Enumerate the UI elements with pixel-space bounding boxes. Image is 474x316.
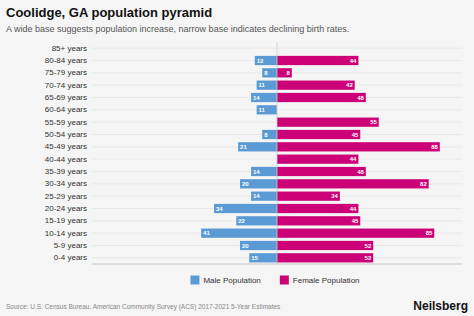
data-labels: 1281114118211420143422412015448424855458… bbox=[203, 58, 438, 261]
bar bbox=[277, 56, 358, 65]
data-label: 52 bbox=[365, 255, 372, 261]
data-label: 8 bbox=[287, 70, 291, 76]
y-tick-label: 40-44 years bbox=[45, 155, 87, 164]
data-label: 48 bbox=[357, 169, 364, 175]
data-label: 45 bbox=[352, 132, 359, 138]
y-tick-label: 0-4 years bbox=[54, 253, 87, 262]
data-label: 20 bbox=[242, 181, 249, 187]
y-tick-label: 5-9 years bbox=[54, 241, 87, 250]
data-label: 21 bbox=[240, 144, 247, 150]
y-tick-label: 50-54 years bbox=[45, 130, 87, 139]
chart: Coolidge, GA population pyramid A wide ba… bbox=[0, 0, 474, 316]
subtitle: A wide base suggests population increase… bbox=[6, 24, 349, 34]
bar bbox=[277, 130, 360, 139]
data-label: 8 bbox=[264, 70, 268, 76]
bar bbox=[277, 155, 358, 164]
bar bbox=[240, 179, 277, 188]
bar bbox=[277, 118, 379, 127]
brand: Neilsberg bbox=[413, 299, 468, 313]
bar bbox=[238, 142, 277, 151]
bar bbox=[257, 81, 277, 90]
data-label: 34 bbox=[216, 206, 223, 212]
bar bbox=[262, 68, 277, 77]
bar bbox=[277, 142, 440, 151]
bars bbox=[201, 56, 440, 263]
bar bbox=[277, 93, 366, 102]
legend-label: Female Population bbox=[293, 276, 360, 285]
bar bbox=[277, 204, 358, 213]
background bbox=[0, 0, 474, 316]
y-tick-label: 10-14 years bbox=[45, 229, 87, 238]
legend-swatch bbox=[190, 276, 199, 285]
data-label: 44 bbox=[350, 206, 357, 212]
data-label: 44 bbox=[350, 58, 357, 64]
y-tick-label: 45-49 years bbox=[45, 142, 87, 151]
bar bbox=[262, 130, 277, 139]
y-tick-label: 15-19 years bbox=[45, 216, 87, 225]
y-tick-label: 60-64 years bbox=[45, 105, 87, 114]
bar bbox=[255, 56, 277, 65]
data-label: 12 bbox=[257, 58, 264, 64]
y-tick-label: 70-74 years bbox=[45, 81, 87, 90]
data-label: 15 bbox=[251, 255, 258, 261]
bar bbox=[251, 93, 277, 102]
data-label: 85 bbox=[426, 230, 433, 236]
y-tick-label: 35-39 years bbox=[45, 167, 87, 176]
data-label: 45 bbox=[352, 218, 359, 224]
data-label: 48 bbox=[357, 95, 364, 101]
data-label: 44 bbox=[350, 156, 357, 162]
data-label: 42 bbox=[346, 82, 353, 88]
data-label: 55 bbox=[370, 119, 377, 125]
bar bbox=[277, 81, 355, 90]
data-label: 88 bbox=[431, 144, 438, 150]
y-tick-label: 75-79 years bbox=[45, 68, 87, 77]
y-tick-label: 80-84 years bbox=[45, 56, 87, 65]
data-label: 52 bbox=[365, 243, 372, 249]
y-tick-label: 65-69 years bbox=[45, 93, 87, 102]
legend-label: Male Population bbox=[203, 276, 260, 285]
data-label: 8 bbox=[264, 132, 268, 138]
bar bbox=[277, 192, 340, 201]
bar bbox=[201, 229, 277, 238]
data-label: 22 bbox=[238, 218, 245, 224]
bar bbox=[277, 68, 292, 77]
bar bbox=[257, 105, 277, 114]
y-tick-label: 85+ years bbox=[52, 44, 87, 53]
bar bbox=[249, 253, 277, 262]
y-tick-label: 55-59 years bbox=[45, 118, 87, 127]
bar bbox=[277, 167, 366, 176]
bar bbox=[214, 204, 277, 213]
bar bbox=[277, 229, 434, 238]
bar bbox=[236, 216, 277, 225]
bar bbox=[240, 241, 277, 250]
source: Source: U.S. Census Bureau, American Com… bbox=[6, 303, 281, 311]
data-label: 14 bbox=[253, 193, 260, 199]
data-label: 11 bbox=[259, 82, 266, 88]
center-line bbox=[277, 42, 278, 264]
data-label: 14 bbox=[253, 95, 260, 101]
data-label: 14 bbox=[253, 169, 260, 175]
bar bbox=[277, 216, 360, 225]
data-label: 41 bbox=[203, 230, 210, 236]
legend-swatch bbox=[280, 276, 289, 285]
title: Coolidge, GA population pyramid bbox=[6, 5, 212, 20]
bar bbox=[277, 241, 373, 250]
data-label: 20 bbox=[242, 243, 249, 249]
bar bbox=[277, 253, 373, 262]
bar bbox=[277, 179, 429, 188]
bar bbox=[251, 192, 277, 201]
y-axis: 85+ years 80-84 years 75-79 years 70-74 yea… bbox=[45, 44, 87, 263]
legend: Male Population Female Population bbox=[190, 276, 359, 285]
y-tick-label: 20-24 years bbox=[45, 204, 87, 213]
data-label: 34 bbox=[331, 193, 338, 199]
data-label: 11 bbox=[259, 107, 266, 113]
y-tick-label: 25-29 years bbox=[45, 192, 87, 201]
bar bbox=[251, 167, 277, 176]
y-tick-label: 30-34 years bbox=[45, 179, 87, 188]
data-label: 82 bbox=[420, 181, 427, 187]
